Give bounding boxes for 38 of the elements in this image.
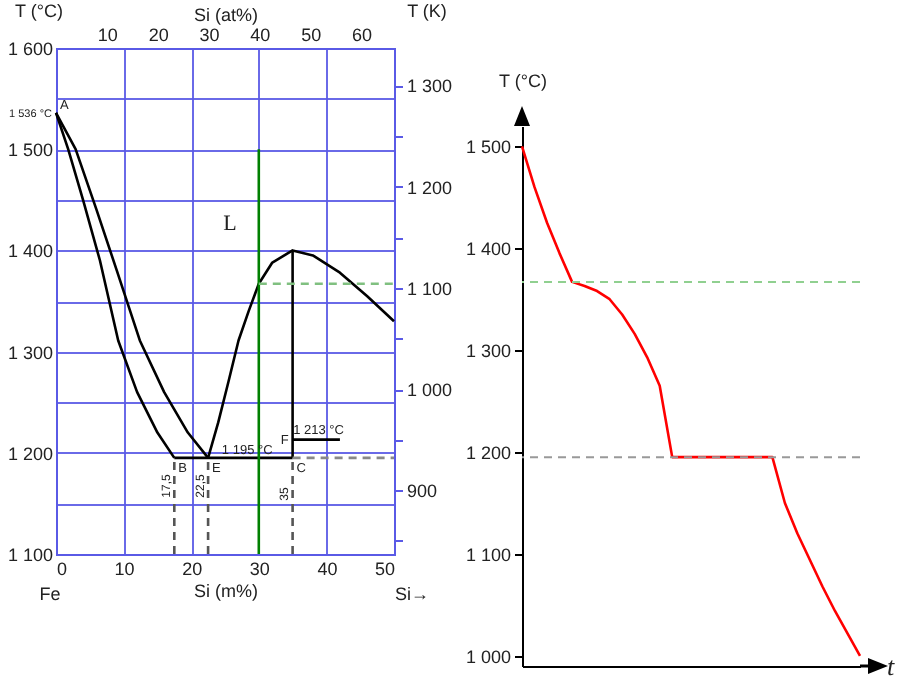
text: Si→ xyxy=(394,584,430,604)
x2-tick-label: 60 xyxy=(351,25,372,45)
y-tick-label: 1 400 xyxy=(7,241,53,262)
y-tick-label: 1 300 xyxy=(7,342,53,363)
y2-axis-title: T (K) xyxy=(407,1,447,21)
y2-tick-label: 1 200 xyxy=(407,177,453,198)
y-tick-label: 1 200 xyxy=(7,443,53,464)
x2-tick-label: 40 xyxy=(250,25,271,45)
y-tick-label: 1 500 xyxy=(7,140,53,161)
y2-tick-label: 1 100 xyxy=(407,278,453,299)
x-axis-title: t xyxy=(887,651,895,676)
y-tick-label: 1 600 xyxy=(7,39,53,59)
x2-tick-label: 20 xyxy=(148,25,169,45)
x-tick-label: 40 xyxy=(317,559,338,579)
x-tick-label: 10 xyxy=(114,559,135,579)
y-axis-title: T (°C) xyxy=(15,1,63,21)
x-tick-label: 30 xyxy=(249,559,270,579)
x2-tick-label: 30 xyxy=(199,25,220,45)
x2-tick-label: 10 xyxy=(97,25,118,45)
y-tick-label: 1 300 xyxy=(465,341,511,362)
y-tick-label: 1 100 xyxy=(465,544,511,565)
x-tick-label: 50 xyxy=(374,559,395,579)
y-axis-title: T (°C) xyxy=(499,71,547,91)
y-tick-label: 1 000 xyxy=(465,646,511,667)
y2-tick-label: 1 300 xyxy=(407,76,453,97)
x-axis-title: Si (m%) xyxy=(194,581,258,601)
y-tick-label: 1 400 xyxy=(465,239,511,260)
y-tick-label: 1 200 xyxy=(465,443,511,464)
x2-tick-label: 50 xyxy=(301,25,322,45)
x-tick-label: 20 xyxy=(182,559,203,579)
x-tick-label: 0 xyxy=(57,559,68,579)
annotation: L xyxy=(223,212,238,236)
y-tick-label: 1 500 xyxy=(465,137,511,158)
y-tick-label: 1 100 xyxy=(7,545,53,565)
x2-axis-title: Si (at%) xyxy=(193,5,259,25)
text: Fe xyxy=(39,584,61,604)
y2-tick-label: 900 xyxy=(407,481,438,502)
y2-tick-label: 1 000 xyxy=(407,380,453,401)
